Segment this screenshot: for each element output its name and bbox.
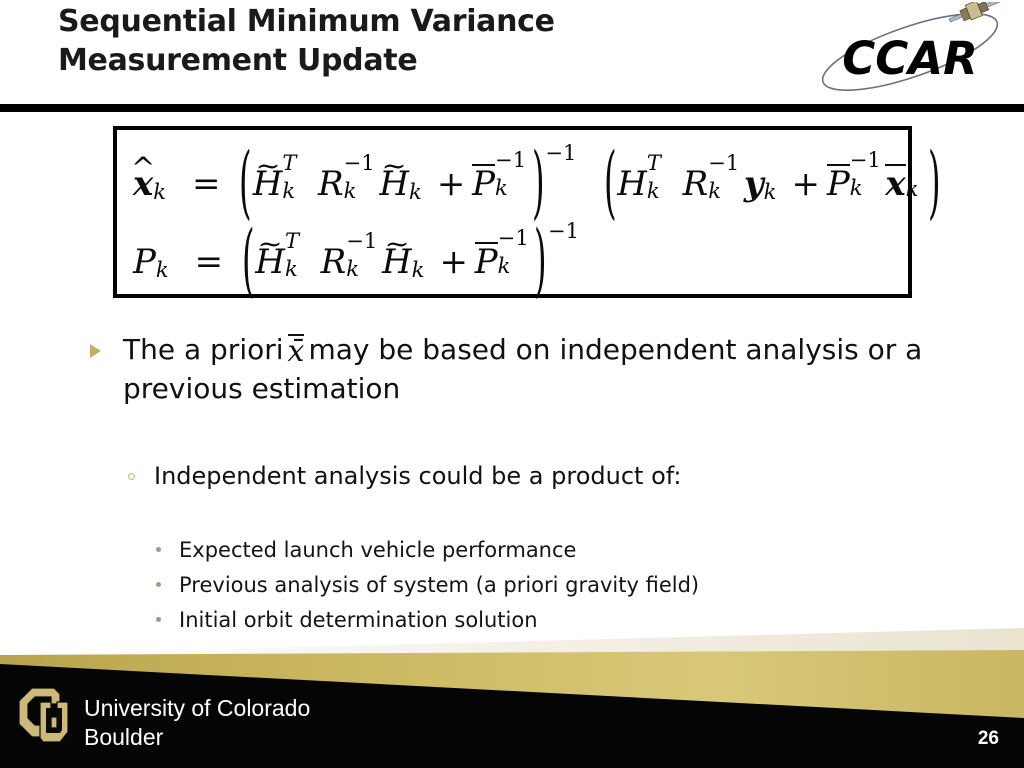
gold-band bbox=[0, 650, 1024, 720]
inline-xbar-math: x̄ bbox=[287, 334, 305, 369]
dot-bullet-icon bbox=[156, 547, 161, 552]
ccar-logo: CCAR bbox=[810, 2, 1010, 98]
page-number: 26 bbox=[977, 728, 999, 749]
institution-line-1: University of Colorado bbox=[84, 695, 311, 721]
page-title: Sequential Minimum Variance Measurement … bbox=[58, 2, 758, 80]
list-item: Expected launch vehicle performance bbox=[156, 533, 699, 568]
circle-bullet-icon bbox=[128, 473, 135, 480]
title-divider-rule bbox=[0, 104, 1024, 112]
dot-bullet-icon bbox=[156, 582, 161, 587]
bullet1-text-after: may be based on independent analysis or … bbox=[123, 333, 923, 405]
bullet-level1-text: The a priori x̄ may be based on independen… bbox=[123, 330, 940, 408]
title-line-2: Measurement Update bbox=[58, 43, 418, 78]
cream-wedge bbox=[0, 628, 1024, 655]
bullet-level2: Independent analysis could be a product … bbox=[128, 460, 681, 493]
bullet-level3-text: Expected launch vehicle performance bbox=[179, 538, 577, 562]
ccar-wordmark: CCAR bbox=[842, 32, 978, 85]
bullet-level2-text: Independent analysis could be a product … bbox=[154, 462, 682, 490]
orbit-ellipse-icon bbox=[821, 13, 999, 91]
triangle-bullet-icon bbox=[90, 344, 101, 358]
bullet-level3-list: Expected launch vehicle performance Prev… bbox=[156, 533, 699, 638]
dot-bullet-icon bbox=[156, 617, 161, 622]
title-line-1: Sequential Minimum Variance bbox=[58, 4, 555, 39]
institution-line-2: Boulder bbox=[84, 724, 164, 750]
bullet1-text-before: The a priori bbox=[123, 333, 284, 366]
institution-name: University of Colorado Boulder bbox=[84, 694, 310, 752]
satellite-icon bbox=[948, 2, 1003, 23]
list-item: Previous analysis of system (a priori gr… bbox=[156, 568, 699, 603]
cu-logo-icon bbox=[10, 684, 76, 750]
bullet-level3-text: Previous analysis of system (a priori gr… bbox=[179, 573, 700, 597]
bullet-level1: The a priori x̄ may be based on independen… bbox=[90, 330, 940, 408]
slide-footer bbox=[0, 628, 1024, 768]
